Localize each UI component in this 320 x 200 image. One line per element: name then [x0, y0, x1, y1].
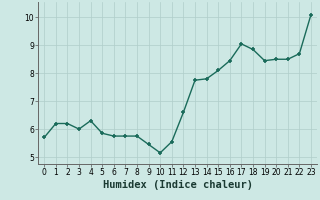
X-axis label: Humidex (Indice chaleur): Humidex (Indice chaleur): [103, 180, 252, 190]
